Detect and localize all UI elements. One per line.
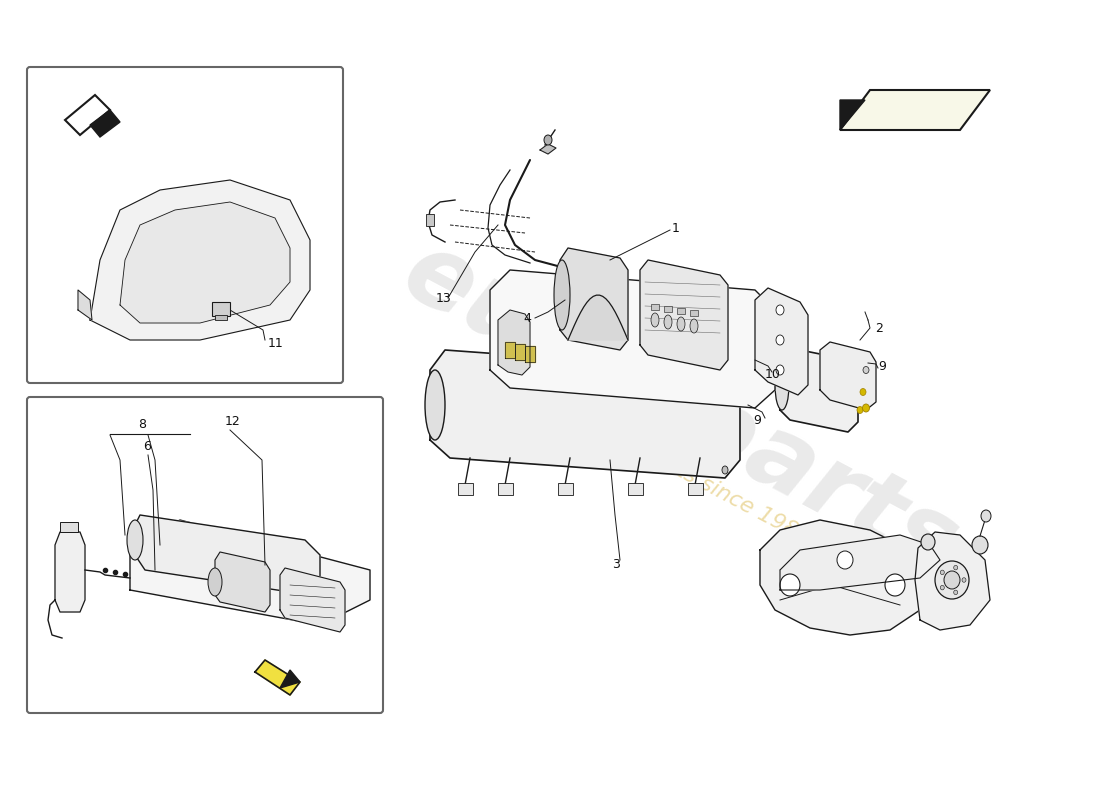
Polygon shape xyxy=(780,348,858,432)
Text: 13: 13 xyxy=(436,292,452,305)
Ellipse shape xyxy=(676,317,685,331)
Bar xyxy=(558,483,573,495)
Bar xyxy=(688,483,703,495)
Ellipse shape xyxy=(944,571,960,589)
Text: 9: 9 xyxy=(878,360,886,373)
Ellipse shape xyxy=(651,313,659,327)
Ellipse shape xyxy=(780,574,800,596)
Ellipse shape xyxy=(886,574,905,596)
Bar xyxy=(651,304,659,310)
Bar xyxy=(664,306,672,312)
Text: 12: 12 xyxy=(226,415,241,428)
Ellipse shape xyxy=(126,520,143,560)
Polygon shape xyxy=(55,532,85,612)
Text: a passion for parts since 1985: a passion for parts since 1985 xyxy=(507,372,813,548)
Text: 1: 1 xyxy=(672,222,680,235)
Polygon shape xyxy=(640,260,728,370)
Polygon shape xyxy=(90,110,120,137)
Polygon shape xyxy=(490,270,776,408)
Ellipse shape xyxy=(554,260,570,330)
Text: 2: 2 xyxy=(874,322,883,335)
Ellipse shape xyxy=(864,366,869,374)
Polygon shape xyxy=(120,202,290,323)
Polygon shape xyxy=(280,670,300,688)
Bar xyxy=(676,308,685,314)
Bar xyxy=(628,483,643,495)
Bar xyxy=(690,310,698,316)
Polygon shape xyxy=(525,346,535,362)
Ellipse shape xyxy=(860,389,866,395)
Ellipse shape xyxy=(940,570,944,574)
Polygon shape xyxy=(760,520,930,635)
Ellipse shape xyxy=(972,536,988,554)
Text: 11: 11 xyxy=(268,337,284,350)
Text: 6: 6 xyxy=(143,440,151,453)
Ellipse shape xyxy=(776,305,784,315)
Ellipse shape xyxy=(544,135,552,145)
Ellipse shape xyxy=(962,578,966,582)
Polygon shape xyxy=(214,552,270,612)
Ellipse shape xyxy=(837,551,852,569)
Polygon shape xyxy=(130,520,370,625)
Bar xyxy=(212,302,230,316)
Polygon shape xyxy=(840,100,865,130)
FancyBboxPatch shape xyxy=(28,67,343,383)
Polygon shape xyxy=(65,95,110,135)
Polygon shape xyxy=(840,90,990,130)
Ellipse shape xyxy=(208,568,222,596)
Text: 10: 10 xyxy=(764,368,781,381)
Polygon shape xyxy=(515,344,525,360)
Ellipse shape xyxy=(935,561,969,599)
Bar xyxy=(458,483,473,495)
Text: eurosparts: eurosparts xyxy=(387,223,974,597)
Ellipse shape xyxy=(921,534,935,550)
Text: 8: 8 xyxy=(138,418,146,431)
Polygon shape xyxy=(90,180,310,340)
Ellipse shape xyxy=(940,586,944,590)
Bar xyxy=(60,522,78,532)
Polygon shape xyxy=(560,248,628,350)
Ellipse shape xyxy=(776,365,784,375)
Polygon shape xyxy=(755,288,808,395)
Polygon shape xyxy=(540,144,556,154)
Text: 4: 4 xyxy=(522,312,531,325)
Text: 3: 3 xyxy=(612,558,620,571)
Bar xyxy=(214,315,227,320)
Polygon shape xyxy=(255,660,300,695)
Polygon shape xyxy=(498,310,530,375)
Bar xyxy=(426,214,434,226)
Polygon shape xyxy=(78,290,92,320)
Polygon shape xyxy=(915,532,990,630)
Polygon shape xyxy=(280,568,345,632)
Bar xyxy=(498,483,513,495)
Ellipse shape xyxy=(722,466,728,474)
Ellipse shape xyxy=(857,406,864,414)
Text: 9: 9 xyxy=(754,414,761,427)
Ellipse shape xyxy=(862,404,869,412)
Ellipse shape xyxy=(425,370,446,440)
Polygon shape xyxy=(505,342,515,358)
Ellipse shape xyxy=(664,315,672,329)
Polygon shape xyxy=(568,295,628,340)
Ellipse shape xyxy=(954,566,958,570)
Polygon shape xyxy=(430,350,740,478)
Polygon shape xyxy=(135,515,320,595)
Ellipse shape xyxy=(776,360,789,410)
Polygon shape xyxy=(780,535,940,590)
Ellipse shape xyxy=(690,319,698,333)
Ellipse shape xyxy=(776,335,784,345)
Polygon shape xyxy=(820,342,876,410)
FancyBboxPatch shape xyxy=(28,397,383,713)
Ellipse shape xyxy=(954,590,958,594)
Ellipse shape xyxy=(981,510,991,522)
